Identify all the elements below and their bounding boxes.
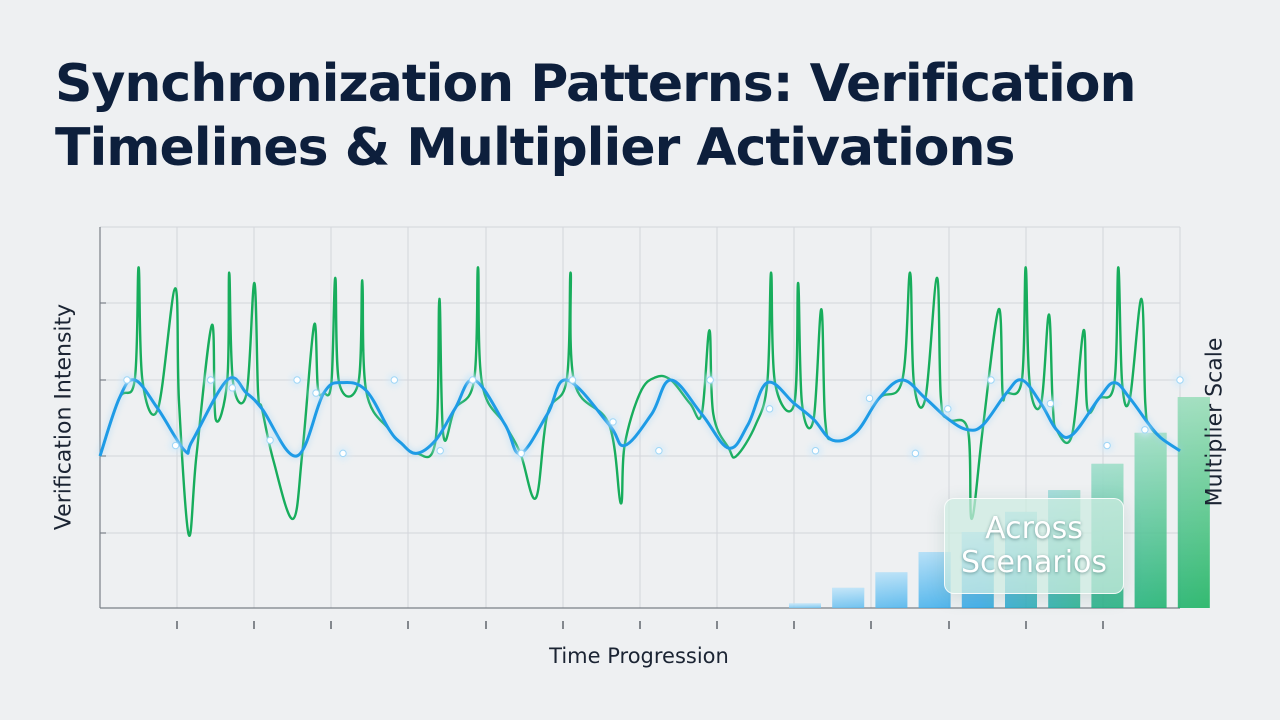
annotation-line-2: Scenarios [960, 545, 1108, 580]
chart-title-line-2: Timelines & Multiplier Activations [55, 118, 1015, 178]
point-18 [865, 394, 874, 403]
series-lines [96, 266, 1182, 537]
annotation-box: Across Scenarios [944, 498, 1124, 594]
point-13 [609, 418, 617, 426]
point-9 [436, 447, 444, 455]
point-4 [266, 436, 274, 444]
point-10 [468, 376, 477, 384]
bar-sheen-0 [789, 603, 821, 608]
point-20 [944, 405, 952, 413]
annotation-line-1: Across [985, 511, 1083, 546]
point-11 [517, 449, 525, 458]
point-24 [1141, 426, 1149, 434]
bar-sheen-9 [1177, 397, 1210, 608]
point-15 [706, 376, 714, 384]
point-25 [1176, 376, 1184, 384]
series-line-blue [98, 376, 1181, 458]
chart-title-line-1: Synchronization Patterns: Verification [55, 54, 1137, 114]
y2-axis-label: Multiplier Scale [1202, 337, 1228, 507]
point-12 [568, 376, 577, 384]
chart-title: Synchronization Patterns: Verification T… [55, 52, 1235, 180]
point-8 [390, 376, 398, 384]
highlight-points [120, 373, 1187, 461]
bar-sheen-8 [1134, 432, 1167, 608]
axes [99, 227, 1180, 629]
point-2 [207, 376, 215, 384]
point-16 [765, 405, 774, 413]
point-6 [312, 389, 320, 397]
point-21 [987, 376, 995, 384]
point-23 [1103, 441, 1111, 450]
point-14 [655, 447, 663, 455]
point-5 [293, 376, 301, 384]
bar-sheen-2 [875, 572, 908, 608]
bar-sheen-1 [832, 587, 865, 608]
point-7 [339, 449, 347, 458]
x-axis-label: Time Progression [549, 644, 729, 668]
y-axis-label: Verification Intensity [51, 303, 77, 531]
point-3 [228, 384, 237, 392]
point-19 [911, 449, 920, 458]
point-17 [811, 447, 820, 455]
series-line-green [98, 266, 1181, 537]
point-22 [1046, 399, 1055, 408]
point-0 [123, 376, 131, 384]
point-1 [171, 441, 180, 450]
